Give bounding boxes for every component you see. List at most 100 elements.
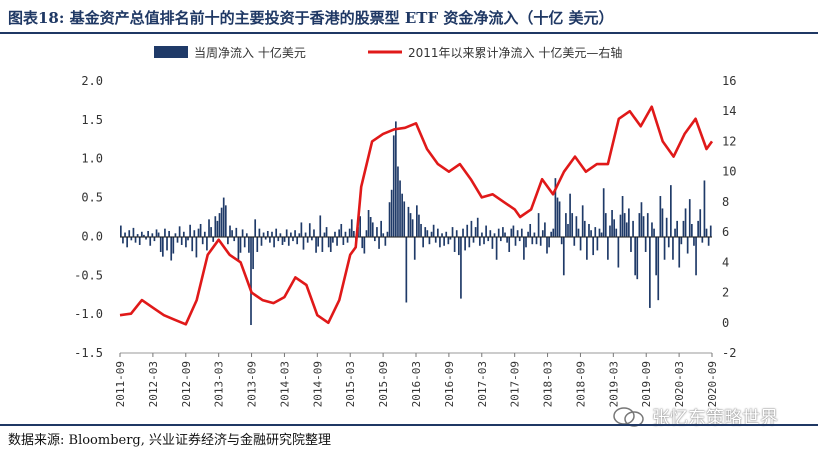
weekly-bar [562,236,565,276]
weekly-bar [271,231,273,237]
weekly-bar [649,236,651,308]
weekly-bar [327,236,330,248]
weekly-bar [653,228,655,237]
legend: 当周净流入 十亿美元 2011年以来累计净流入 十亿美元—右轴 [154,45,622,60]
weekly-bar [279,233,282,237]
weekly-bar [651,222,653,237]
weekly-bar [145,236,147,240]
right-axis-ticks: 16 14 12 10 8 6 4 2 0 -2 [722,74,736,360]
weekly-bar [281,236,284,245]
right-tick-label: 14 [722,104,736,118]
weekly-bar [640,202,643,237]
weekly-bar [277,236,280,242]
weekly-bar [308,223,311,237]
weekly-bar [180,236,183,245]
weekly-bar [550,231,553,237]
weekly-bar [252,236,254,270]
weekly-bar [256,236,259,252]
weekly-bar [403,201,406,237]
left-tick-label: 1.0 [81,152,103,166]
weekly-bar [376,227,378,237]
weekly-bar [319,215,322,237]
weekly-bar [432,224,435,237]
right-tick-label: 8 [722,195,729,209]
left-tick-label: 0.5 [81,191,103,205]
weekly-bar [317,236,320,247]
weekly-bar [709,225,712,237]
weekly-bar [359,216,361,237]
weekly-bar [670,185,672,237]
weekly-bar [663,236,666,260]
left-axis-ticks: 2.0 1.5 1.0 0.5 0.0 -0.5 -1.0 -1.5 [74,74,103,360]
weekly-bar [390,189,393,237]
weekly-bar [201,236,204,245]
weekly-bar [472,236,475,243]
weekly-bar [313,229,315,237]
weekly-bar [157,232,160,237]
weekly-bar [604,213,607,237]
weekly-bar [422,236,424,248]
weekly-bar [567,223,569,237]
weekly-bar [693,236,695,246]
weekly-bar [625,222,628,237]
weekly-bar [218,213,221,237]
weekly-bar [628,208,630,237]
weekly-bar [441,233,443,237]
right-tick-label: 10 [722,165,736,179]
left-tick-label: 0.0 [81,229,103,243]
weekly-bar [374,236,376,242]
x-tick-label: 2012-09 [180,361,193,407]
weekly-bar [613,219,616,237]
weekly-bar [468,236,471,248]
weekly-bar [457,236,460,256]
weekly-bar [476,217,479,237]
weekly-bar [168,230,170,237]
weekly-bar [346,236,349,243]
weekly-bar [703,180,706,237]
legend-line-label: 2011年以来累计净流入 十亿美元—右轴 [408,45,622,60]
weekly-bar [680,236,683,245]
weekly-bar [344,231,347,237]
weekly-bar [300,222,303,237]
weekly-bar [607,236,609,260]
weekly-bar [250,236,252,326]
source-note: 数据来源: Bloomberg, 兴业证券经济与金融研究院整理 [8,433,332,448]
weekly-bar [334,231,336,237]
weekly-bar [678,236,681,268]
weekly-bar [428,236,431,245]
right-tick-label: 16 [722,74,736,88]
weekly-bar [235,227,238,237]
weekly-bar [619,214,622,237]
weekly-bar [302,236,305,250]
weekly-bar [224,205,227,237]
weekly-bar [443,236,445,246]
weekly-bar [527,231,529,237]
weekly-bar [172,236,175,254]
weekly-bar [630,236,632,252]
weekly-bar [245,233,248,237]
weekly-bar [455,230,458,237]
weekly-bar [525,236,527,248]
weekly-bar [227,236,229,245]
x-tick-label: 2011-09 [114,361,127,407]
weekly-bar [164,228,166,237]
left-tick-label: -1.5 [74,346,103,360]
weekly-bar [686,236,689,254]
weekly-bar [128,230,131,237]
weekly-bar [548,236,550,248]
x-tick-label: 2020-03 [673,361,686,407]
weekly-bar [504,232,506,237]
weekly-bar [130,236,133,241]
weekly-bar [565,213,567,237]
weekly-bar [518,236,521,242]
weekly-bar [258,228,261,237]
weekly-bar [544,222,546,237]
weekly-bar [325,227,328,237]
legend-bar-label: 当周净流入 十亿美元 [194,45,306,60]
weekly-bar [283,236,286,242]
weekly-bar [695,236,697,276]
weekly-bar [306,236,309,243]
weekly-bar [336,236,338,246]
weekly-bar [348,228,351,237]
weekly-bar [655,236,657,276]
